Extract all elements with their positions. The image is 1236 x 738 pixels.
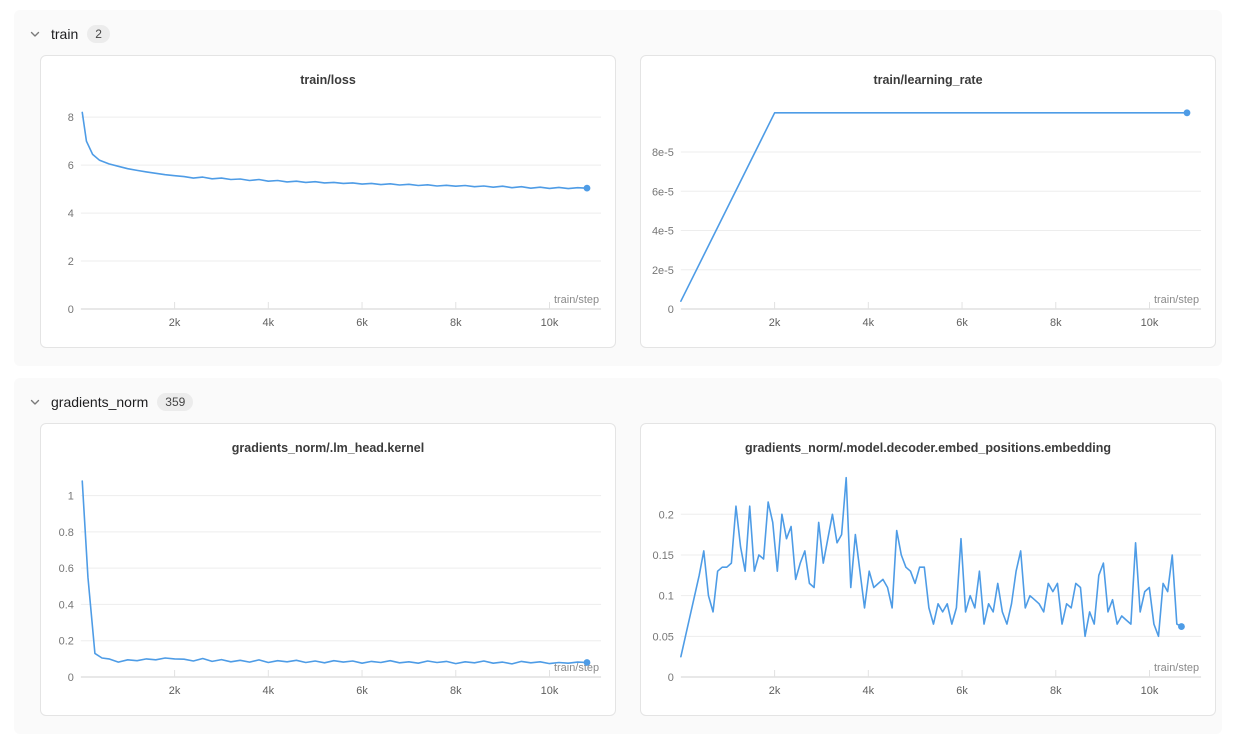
section-gradients-norm-header[interactable]: gradients_norm 359	[14, 378, 1222, 414]
series-line	[81, 480, 588, 665]
y-tick-label: 8e-5	[652, 147, 674, 159]
x-tick-label: 2k	[769, 317, 781, 329]
endpoint-dot	[583, 659, 591, 666]
chevron-down-icon[interactable]	[28, 395, 42, 409]
y-ticks: 0 2 4 6 8	[68, 112, 74, 316]
x-tick-label: 10k	[1141, 317, 1159, 329]
y-ticks: 0 0.05 0.1 0.15 0.2	[653, 509, 674, 684]
endpoint-dot	[583, 184, 591, 192]
y-ticks: 0 2e-5 4e-5 6e-5 8e-5	[652, 147, 674, 316]
x-tick-label: 6k	[956, 685, 968, 697]
y-tick-label: 0.1	[659, 591, 674, 603]
y-tick-label: 0.05	[653, 631, 674, 643]
x-ticks: 2k 4k 6k 8k 10k	[169, 302, 559, 329]
series-line	[680, 111, 1188, 302]
gradients-cards-row: gradients_norm/.lm_head.kernel 2k 4k 6k 8k 1…	[14, 414, 1222, 716]
section-train: train 2 train/loss 2k 4k 6k 8k 10k 0 2 4 6 8 train…	[14, 10, 1222, 366]
x-tick-label: 2k	[169, 685, 181, 697]
x-tick-label: 2k	[169, 317, 181, 329]
y-tick-label: 2e-5	[652, 265, 674, 277]
section-title: gradients_norm	[51, 394, 149, 410]
x-ticks: 2k 4k 6k 8k 10k	[769, 302, 1159, 329]
train-cards-row: train/loss 2k 4k 6k 8k 10k 0 2 4 6 8 train/step tr…	[14, 46, 1222, 348]
series-line	[680, 476, 1183, 658]
gridlines	[80, 116, 602, 262]
panel-count-badge: 2	[87, 25, 110, 43]
chart-title: gradients_norm/.lm_head.kernel	[231, 441, 425, 455]
gridlines	[80, 495, 602, 642]
section-title: train	[51, 26, 79, 42]
chevron-down-icon[interactable]	[28, 27, 42, 41]
panel-count-badge: 359	[157, 393, 194, 411]
y-tick-label: 6	[68, 160, 74, 172]
chart-card-train-learning-rate[interactable]: train/learning_rate 2k 4k 6k 8k 10k 0 2e-5 4e-5…	[640, 55, 1216, 348]
x-tick-label: 4k	[863, 317, 875, 329]
chart-title: train/loss	[300, 73, 356, 87]
x-tick-label: 4k	[863, 685, 875, 697]
y-tick-label: 8	[68, 112, 74, 124]
y-tick-label: 6e-5	[652, 186, 674, 198]
x-tick-label: 8k	[1050, 317, 1062, 329]
x-tick-label: 8k	[450, 685, 462, 697]
x-tick-label: 8k	[450, 317, 462, 329]
x-tick-label: 4k	[263, 685, 275, 697]
y-tick-label: 0.4	[59, 599, 74, 611]
x-ticks: 2k 4k 6k 8k 10k	[769, 670, 1159, 697]
chart-plot: 2k 4k 6k 8k 10k 0 0.2 0.4 0.6 0.8 1 train/step	[59, 480, 602, 697]
y-tick-label: 0.8	[59, 527, 74, 539]
x-tick-label: 10k	[541, 685, 559, 697]
y-tick-label: 4e-5	[652, 226, 674, 238]
endpoint-dot	[1178, 623, 1185, 630]
gridlines	[680, 151, 1202, 271]
chart-plot: 2k 4k 6k 8k 10k 0 0.05 0.1 0.15 0.2 train/step	[653, 476, 1202, 697]
x-tick-label: 10k	[541, 317, 559, 329]
y-tick-label: 2	[68, 256, 74, 268]
x-tick-label: 4k	[263, 317, 275, 329]
y-tick-label: 0.2	[659, 509, 674, 521]
chart-title: train/learning_rate	[873, 73, 983, 87]
x-tick-label: 2k	[769, 685, 781, 697]
chart-card-train-loss[interactable]: train/loss 2k 4k 6k 8k 10k 0 2 4 6 8 train/step	[40, 55, 616, 348]
x-tick-label: 6k	[956, 317, 968, 329]
y-ticks: 0 0.2 0.4 0.6 0.8 1	[59, 491, 74, 684]
x-axis-label: train/step	[1154, 662, 1199, 674]
y-tick-label: 0	[68, 304, 74, 316]
y-tick-label: 4	[68, 208, 74, 220]
chart-plot: 2k 4k 6k 8k 10k 0 2 4 6 8 train/step	[68, 111, 602, 329]
x-axis-label: train/step	[554, 294, 599, 306]
section-train-header[interactable]: train 2	[14, 10, 1222, 46]
gridlines	[680, 513, 1202, 637]
x-tick-label: 6k	[356, 685, 368, 697]
y-tick-label: 0	[668, 304, 674, 316]
series-line	[81, 111, 588, 190]
y-tick-label: 1	[68, 491, 74, 503]
y-tick-label: 0.6	[59, 563, 74, 575]
x-axis-label: train/step	[1154, 294, 1199, 306]
x-ticks: 2k 4k 6k 8k 10k	[169, 670, 559, 697]
y-tick-label: 0.15	[653, 550, 674, 562]
section-gradients-norm: gradients_norm 359 gradients_norm/.lm_he…	[14, 378, 1222, 734]
y-tick-label: 0	[668, 672, 674, 684]
x-tick-label: 10k	[1141, 685, 1159, 697]
x-axis-label: train/step	[554, 662, 599, 674]
y-tick-label: 0	[68, 672, 74, 684]
chart-title: gradients_norm/.model.decoder.embed_posi…	[744, 441, 1112, 455]
endpoint-dot	[1183, 109, 1191, 117]
y-tick-label: 0.2	[59, 636, 74, 648]
x-tick-label: 6k	[356, 317, 368, 329]
chart-card-lm-head-kernel[interactable]: gradients_norm/.lm_head.kernel 2k 4k 6k 8k 1…	[40, 423, 616, 716]
chart-card-embed-positions-embedding[interactable]: gradients_norm/.model.decoder.embed_posi…	[640, 423, 1216, 716]
chart-plot: 2k 4k 6k 8k 10k 0 2e-5 4e-5 6e-5 8e-5 train/step	[652, 109, 1202, 329]
x-tick-label: 8k	[1050, 685, 1062, 697]
